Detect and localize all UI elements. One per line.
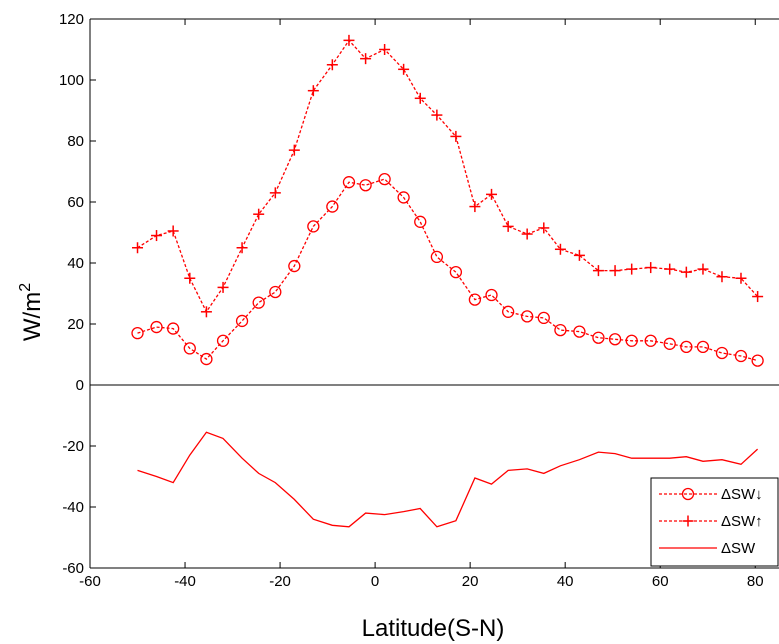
series-3	[137, 431, 759, 528]
circle-marker	[573, 325, 586, 338]
y-tick-label: -60	[62, 560, 84, 577]
series-line	[137, 431, 759, 528]
circle-marker	[680, 340, 693, 354]
circle-marker	[150, 320, 163, 334]
circle-marker	[269, 285, 282, 299]
series-line	[137, 39, 759, 314]
circle-marker	[608, 333, 622, 346]
circle-marker	[734, 349, 748, 363]
circle-marker	[167, 322, 180, 335]
legend: ΔSW↓ ΔSW↑ ΔSW	[650, 477, 779, 567]
y-tick-label: 40	[67, 255, 84, 272]
circle-marker	[468, 293, 482, 306]
circle-marker	[359, 179, 372, 192]
circle-marker	[485, 288, 498, 302]
circle-marker	[592, 331, 605, 344]
x-tick-label: 80	[747, 573, 764, 590]
circle-marker	[715, 346, 729, 360]
circle-marker	[644, 334, 657, 347]
circle-marker	[449, 265, 463, 279]
x-axis-title: Latitude(S-N)	[362, 615, 505, 642]
y-tick-label: 80	[67, 133, 84, 150]
series-layer	[131, 34, 764, 528]
legend-label: ΔSW↓	[721, 486, 763, 503]
circle-marker	[252, 296, 265, 309]
y-axis-title-base: W/m	[19, 292, 46, 341]
x-tick-label: 0	[371, 573, 379, 590]
circle-marker	[625, 334, 638, 347]
axes-layer: -60 -40 -20 0 20 40 60 80 -60 -40 -20 0 20 40 60 80 100 1…	[59, 11, 779, 590]
circle-marker	[326, 200, 339, 213]
y-tick-label: 0	[76, 377, 84, 394]
circle-marker	[502, 305, 515, 318]
circle-marker	[430, 250, 444, 264]
circle-marker	[414, 215, 427, 228]
x-tick-label: -40	[174, 573, 196, 590]
series-1	[131, 172, 764, 367]
y-tick-label: -20	[62, 438, 84, 455]
circle-marker	[681, 487, 695, 501]
circle-marker	[216, 334, 230, 347]
circle-marker	[200, 352, 213, 366]
x-tick-label: -60	[79, 573, 101, 590]
circle-marker	[342, 176, 356, 189]
legend-box	[650, 477, 779, 567]
x-tick-label: 20	[462, 573, 479, 590]
circle-marker	[696, 340, 710, 354]
y-tick-label: 120	[59, 11, 84, 28]
y-axis-title: W/m2	[17, 283, 46, 341]
circle-marker	[235, 314, 249, 328]
x-tick-label: 60	[652, 573, 669, 590]
circle-marker	[288, 259, 301, 273]
legend-label: ΔSW↑	[721, 513, 763, 530]
circle-marker	[183, 342, 196, 355]
circle-marker	[521, 310, 534, 323]
y-tick-label: -40	[62, 499, 84, 516]
circle-marker	[397, 191, 410, 204]
circle-marker	[378, 172, 391, 186]
circle-marker	[663, 337, 676, 350]
circle-marker	[307, 220, 320, 233]
legend-label: ΔSW	[721, 540, 756, 557]
y-tick-label: 100	[59, 72, 84, 89]
series-line	[137, 178, 758, 362]
series-2	[132, 34, 764, 318]
circle-marker	[554, 323, 567, 337]
y-axis-title-superscript: 2	[17, 283, 34, 292]
circle-marker	[751, 354, 764, 367]
y-tick-label: 60	[67, 194, 84, 211]
x-tick-label: -20	[269, 573, 291, 590]
circle-marker	[131, 326, 144, 340]
x-tick-label: 40	[557, 573, 574, 590]
circle-marker	[537, 311, 550, 325]
y-tick-label: 20	[67, 316, 84, 333]
